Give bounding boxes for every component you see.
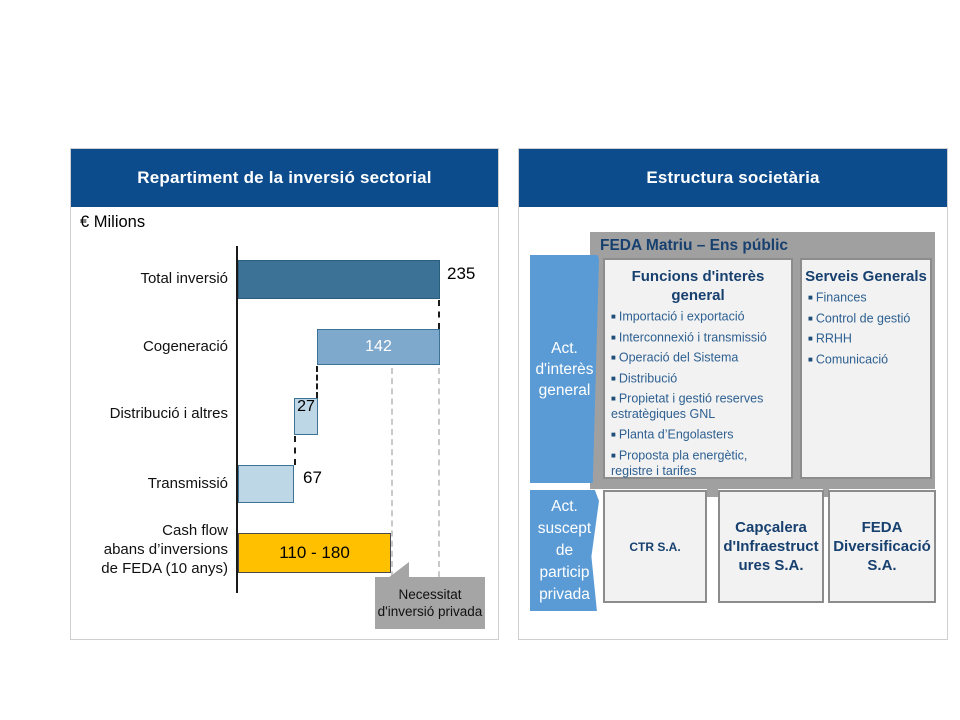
callout-arrow-icon: [388, 562, 409, 578]
funcions-bullet: Importació i exportació: [611, 309, 786, 325]
chart-y-axis: [236, 246, 238, 593]
private-investment-callout: Necessitat d'inversió privada: [375, 577, 485, 629]
act-interes-general-box: Act. d'interès general: [530, 255, 599, 483]
connector-cogeneracio-distribucio: [316, 366, 318, 398]
feda-matriu-title: FEDA Matriu – Ens públic: [600, 237, 789, 254]
connector-total-cogeneracio: [438, 300, 440, 329]
category-label-line: de FEDA (10 anys): [101, 560, 228, 577]
blue-label-line: suscept: [537, 519, 592, 537]
funcions-bullet: Planta d’Engolasters: [611, 427, 786, 443]
value-cogeneracio: 142: [365, 338, 392, 355]
bar-cogeneracio: 142: [317, 329, 440, 365]
company-capcalera-infraestructures: Capçalera d'Infraestructures S.A.: [718, 490, 824, 603]
category-label-line: abans d’inversions: [103, 541, 228, 558]
funcions-card: Funcions d'interès general Importació i …: [603, 258, 793, 479]
blue-label-line: general: [538, 381, 591, 399]
act-particip-privada-box: Act. suscept de particip privada: [530, 490, 599, 611]
funcions-bullet: Distribució: [611, 371, 786, 387]
connector-distribucio-transmissio: [294, 436, 296, 465]
funcions-bullet-list: Importació i exportació Interconnexió i t…: [611, 309, 786, 479]
serveis-bullet: Comunicació: [808, 352, 925, 368]
category-label-cogeneracio: Cogeneració: [142, 338, 228, 355]
blue-label-line: de: [555, 541, 574, 559]
connector-tab: [707, 488, 718, 497]
funcions-bullet: Proposta pla energètic, registre i tarif…: [611, 448, 786, 480]
connector-tab: [823, 488, 829, 497]
funcions-card-title: Funcions d'interès general: [631, 268, 765, 304]
serveis-bullet: RRHH: [808, 331, 925, 347]
value-total-inversio: 235: [447, 264, 476, 283]
blue-label-line: Act.: [551, 339, 578, 357]
right-panel-title: Estructura societària: [519, 149, 947, 207]
serveis-card: Serveis Generals Finances Control de gest…: [800, 258, 932, 479]
serveis-card-title: Serveis Generals: [805, 268, 927, 285]
blue-label-line: privada: [539, 585, 590, 603]
blue-label-line: particip: [539, 563, 590, 581]
company-feda-diversificacio: FEDA Diversificació S.A.: [828, 490, 936, 603]
blue-label-line: d'interès: [535, 360, 594, 378]
left-panel-title: Repartiment de la inversió sectorial: [71, 149, 498, 207]
category-label-transmissio: Transmissió: [147, 475, 228, 492]
funcions-bullet: Operació del Sistema: [611, 350, 786, 366]
category-label-distribucio: Distribució i altres: [109, 405, 228, 422]
funcions-bullet: Interconnexió i transmissió: [611, 330, 786, 346]
category-label-line: Cash flow: [162, 522, 228, 539]
bar-total-inversio: [238, 260, 440, 299]
serveis-bullet: Control de gestió: [808, 311, 925, 327]
category-label-cashflow: Cash flow abans d’inversions de FEDA (10 a…: [76, 521, 228, 578]
blue-label-line: Act.: [551, 497, 578, 515]
serveis-bullet: Finances: [808, 290, 925, 306]
bar-transmissio: [238, 465, 294, 503]
gridline-180: [391, 368, 393, 628]
serveis-bullet-list: Finances Control de gestió RRHH Comunicació: [808, 290, 925, 368]
act-interes-general-label: Act. d'interès general: [535, 338, 593, 401]
value-cashflow: 110 - 180: [279, 543, 350, 562]
value-transmissio: 67: [303, 468, 322, 487]
bar-cashflow: 110 - 180: [238, 533, 391, 573]
funcions-bullet: Propietat i gestió reserves estratègique…: [611, 391, 786, 423]
gridline-235: [438, 368, 440, 628]
category-label-total: Total inversió: [140, 270, 228, 287]
value-distribucio: 27: [297, 398, 315, 415]
act-particip-privada-label: Act. suscept de particip privada: [538, 496, 591, 606]
unit-label: € Milions: [80, 213, 146, 231]
bar-distribucio: [294, 398, 318, 435]
company-ctr: CTR S.A.: [603, 490, 707, 603]
